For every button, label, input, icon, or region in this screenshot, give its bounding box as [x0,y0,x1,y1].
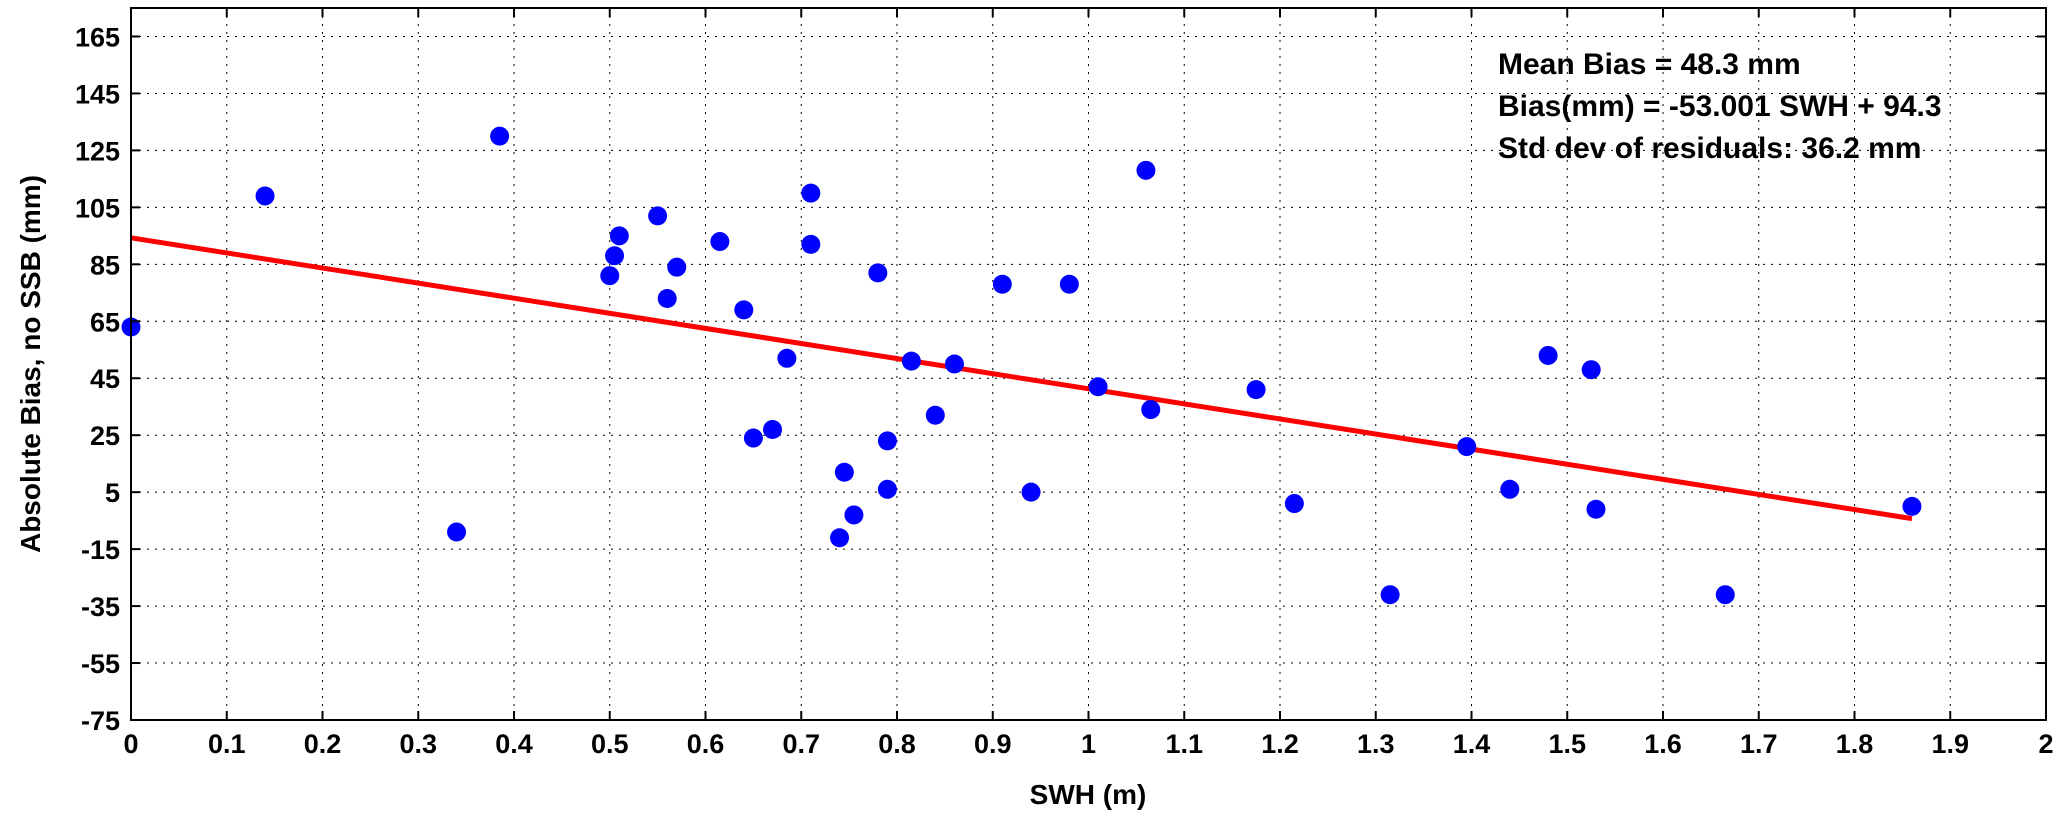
data-point [877,479,897,499]
x-tick-label: 0.1 [208,729,246,759]
x-tick-label: 1.8 [1836,729,1874,759]
x-tick-label: 1.5 [1548,729,1586,759]
x-tick-label: 0.7 [782,729,820,759]
data-point [447,522,467,542]
data-point [1457,437,1477,457]
x-tick-label: 0.4 [495,729,533,759]
x-tick-label: 1.7 [1740,729,1778,759]
data-point [777,348,797,368]
data-point [1586,499,1606,519]
data-point [605,246,625,266]
data-point [1380,585,1400,605]
data-point [667,257,687,277]
x-axis-label: SWH (m) [1030,779,1147,810]
y-tick-label: -55 [81,649,120,679]
x-tick-label: 0 [123,729,138,759]
y-tick-label: 125 [75,136,120,166]
data-point [1059,274,1079,294]
data-point [1715,585,1735,605]
data-point [1500,479,1520,499]
data-point [1021,482,1041,502]
annotation-mean-bias: Mean Bias = 48.3 mm [1498,48,1801,81]
y-tick-label: 5 [105,478,120,508]
data-point [1538,345,1558,365]
x-tick-label: 2 [2038,729,2053,759]
x-tick-label: 0.3 [399,729,437,759]
x-tick-label: 1 [1081,729,1096,759]
data-point [901,351,921,371]
data-point [944,354,964,374]
grid-lines [131,8,2046,720]
regression-line [130,235,1913,522]
y-tick-label: -75 [81,706,120,736]
data-point [830,528,850,548]
y-axis-label: Absolute Bias, no SSB (mm) [15,175,46,553]
x-tick-label: 1.2 [1261,729,1299,759]
y-tick-labels: -75 -55 -35 -15 5 25 45 65 85 105 125 145 165 [75,22,120,736]
y-tick-label: 105 [75,193,120,223]
data-point [648,206,668,226]
y-tick-label: -35 [81,592,120,622]
x-tick-label: 0.2 [304,729,342,759]
data-point [1141,400,1161,420]
annotation-std-dev: Std dev of residuals: 36.2 mm [1498,132,1921,165]
x-tick-label: 1.3 [1357,729,1395,759]
data-point [834,462,854,482]
data-point [844,505,864,525]
data-point [925,405,945,425]
y-tick-label: 165 [75,22,120,52]
data-point [255,186,275,206]
y-tick-label: 65 [90,307,120,337]
data-point [609,226,629,246]
annotation-box: Mean Bias = 48.3 mm Bias(mm) = -53.001 S… [1498,48,1942,165]
x-tick-label: 1.1 [1165,729,1203,759]
data-point [1902,496,1922,516]
y-tick-label: 145 [75,79,120,109]
fit-line-path [130,235,1913,522]
data-point [763,420,783,440]
x-tick-label: 0.9 [974,729,1012,759]
axis-ticks [130,8,2047,721]
data-point [1284,494,1304,514]
x-tick-label: 0.5 [591,729,629,759]
y-tick-label: -15 [81,535,120,565]
data-point [801,234,821,254]
data-point [801,183,821,203]
y-tick-label: 45 [90,364,120,394]
data-point [868,263,888,283]
data-point [710,232,730,252]
y-tick-label: 85 [90,250,120,280]
data-point [1088,377,1108,397]
data-point [490,126,510,146]
data-point [877,431,897,451]
data-point [657,288,677,308]
x-tick-labels: 0 0.1 0.2 0.3 0.4 0.5 0.6 0.7 0.8 0.9 1 1.1 1.2 1.3 1.… [123,729,2053,759]
data-point [743,428,763,448]
x-tick-label: 0.6 [687,729,725,759]
annotation-fit-equation: Bias(mm) = -53.001 SWH + 94.3 [1498,90,1942,123]
data-point [992,274,1012,294]
x-tick-label: 1.9 [1931,729,1969,759]
x-tick-label: 1.4 [1453,729,1491,759]
data-point [1136,160,1156,180]
x-tick-label: 1.6 [1644,729,1682,759]
data-point [1246,380,1266,400]
y-tick-label: 25 [90,421,120,451]
data-point [600,266,620,286]
x-tick-label: 0.8 [878,729,916,759]
data-point [1581,360,1601,380]
data-point [734,300,754,320]
